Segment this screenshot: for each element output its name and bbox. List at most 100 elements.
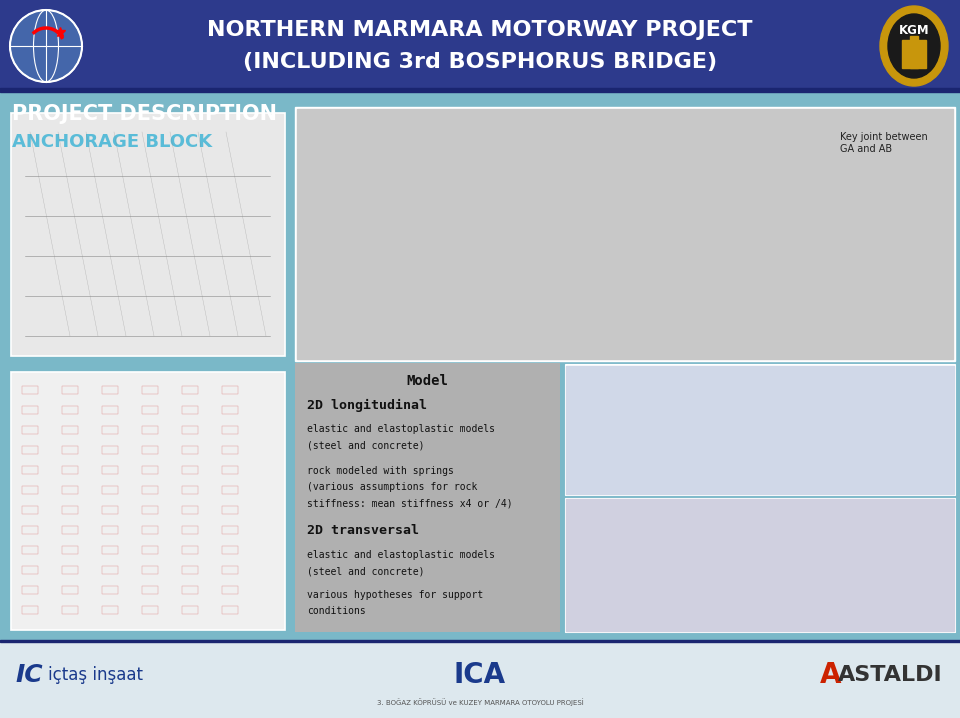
Text: ASTALDI: ASTALDI — [838, 665, 943, 685]
Text: (steel and concrete): (steel and concrete) — [307, 440, 424, 450]
Bar — [22, 506, 38, 514]
Bar — [222, 406, 238, 414]
Bar — [222, 426, 238, 434]
Bar — [182, 586, 198, 594]
Bar — [22, 606, 38, 614]
Bar — [222, 386, 238, 394]
Text: IC: IC — [15, 663, 42, 687]
Bar — [12, 373, 283, 628]
Bar — [62, 506, 78, 514]
Bar — [22, 406, 38, 414]
Bar — [10, 112, 285, 356]
Bar — [102, 606, 118, 614]
Bar — [62, 546, 78, 554]
Bar — [222, 446, 238, 454]
Bar — [182, 486, 198, 494]
Bar — [12, 114, 283, 354]
Text: 2D transversal: 2D transversal — [307, 525, 419, 538]
Bar — [62, 466, 78, 474]
Bar — [182, 546, 198, 554]
Bar — [0, 640, 960, 642]
Bar — [566, 366, 954, 494]
Bar — [62, 606, 78, 614]
Text: various hypotheses for support: various hypotheses for support — [307, 590, 483, 600]
Bar — [142, 566, 158, 574]
Bar — [22, 566, 38, 574]
Bar — [102, 446, 118, 454]
Bar — [22, 486, 38, 494]
Bar — [182, 606, 198, 614]
Bar — [222, 606, 238, 614]
Bar — [22, 466, 38, 474]
Ellipse shape — [888, 14, 940, 78]
Bar — [565, 498, 955, 632]
Bar — [102, 386, 118, 394]
Bar — [0, 92, 960, 640]
Text: KGM: KGM — [899, 24, 929, 37]
Bar — [62, 486, 78, 494]
Bar — [102, 566, 118, 574]
Bar — [62, 406, 78, 414]
Text: Key joint between
GA and AB: Key joint between GA and AB — [840, 132, 927, 154]
Bar — [142, 506, 158, 514]
Text: (steel and concrete): (steel and concrete) — [307, 566, 424, 576]
Bar — [142, 486, 158, 494]
Bar — [142, 526, 158, 534]
Text: (various assumptions for rock: (various assumptions for rock — [307, 482, 477, 492]
Bar — [142, 386, 158, 394]
Bar — [102, 586, 118, 594]
Text: (INCLUDING 3rd BOSPHORUS BRIDGE): (INCLUDING 3rd BOSPHORUS BRIDGE) — [243, 52, 717, 72]
Bar — [182, 566, 198, 574]
Text: rock modeled with springs: rock modeled with springs — [307, 466, 454, 476]
Bar — [222, 466, 238, 474]
Text: içtaş inşaat: içtaş inşaat — [48, 666, 143, 684]
Bar — [182, 446, 198, 454]
Text: conditions: conditions — [307, 606, 366, 616]
Bar — [22, 446, 38, 454]
Bar — [182, 406, 198, 414]
Bar — [142, 586, 158, 594]
Text: ANCHORAGE BLOCK: ANCHORAGE BLOCK — [12, 133, 212, 151]
Text: 2D longitudinal: 2D longitudinal — [307, 398, 427, 411]
Bar — [222, 546, 238, 554]
Bar — [62, 446, 78, 454]
Bar — [0, 88, 960, 92]
Bar — [62, 586, 78, 594]
Text: elastic and elastoplastic models: elastic and elastoplastic models — [307, 424, 495, 434]
Bar — [565, 364, 955, 495]
Bar — [182, 426, 198, 434]
Bar — [222, 506, 238, 514]
Bar — [182, 526, 198, 534]
Bar — [10, 371, 285, 630]
Bar — [102, 466, 118, 474]
Bar — [22, 386, 38, 394]
Text: Model: Model — [406, 374, 448, 388]
Bar — [62, 426, 78, 434]
Bar — [62, 566, 78, 574]
Circle shape — [10, 10, 82, 82]
Bar — [102, 486, 118, 494]
Text: elastic and elastoplastic models: elastic and elastoplastic models — [307, 550, 495, 560]
Bar — [222, 566, 238, 574]
Bar — [0, 0, 960, 92]
Bar — [295, 107, 955, 361]
Bar — [142, 426, 158, 434]
Bar — [62, 526, 78, 534]
Bar — [102, 406, 118, 414]
Bar — [102, 426, 118, 434]
Text: NORTHERN MARMARA MOTORWAY PROJECT: NORTHERN MARMARA MOTORWAY PROJECT — [207, 20, 753, 40]
Bar — [182, 466, 198, 474]
Bar — [142, 466, 158, 474]
Bar — [102, 526, 118, 534]
Bar — [142, 546, 158, 554]
Text: 3. BOĞAZ KÖPRÜSÜ ve KUZEY MARMARA OTOYOLU PROJESİ: 3. BOĞAZ KÖPRÜSÜ ve KUZEY MARMARA OTOYOL… — [376, 699, 584, 707]
Text: PROJECT DESCRIPTION: PROJECT DESCRIPTION — [12, 104, 277, 124]
Bar — [295, 363, 560, 632]
Bar — [566, 499, 954, 631]
Bar — [222, 486, 238, 494]
Text: ICA: ICA — [454, 661, 506, 689]
Bar — [142, 446, 158, 454]
Bar — [0, 0, 92, 92]
Bar — [62, 386, 78, 394]
Bar — [868, 0, 960, 92]
